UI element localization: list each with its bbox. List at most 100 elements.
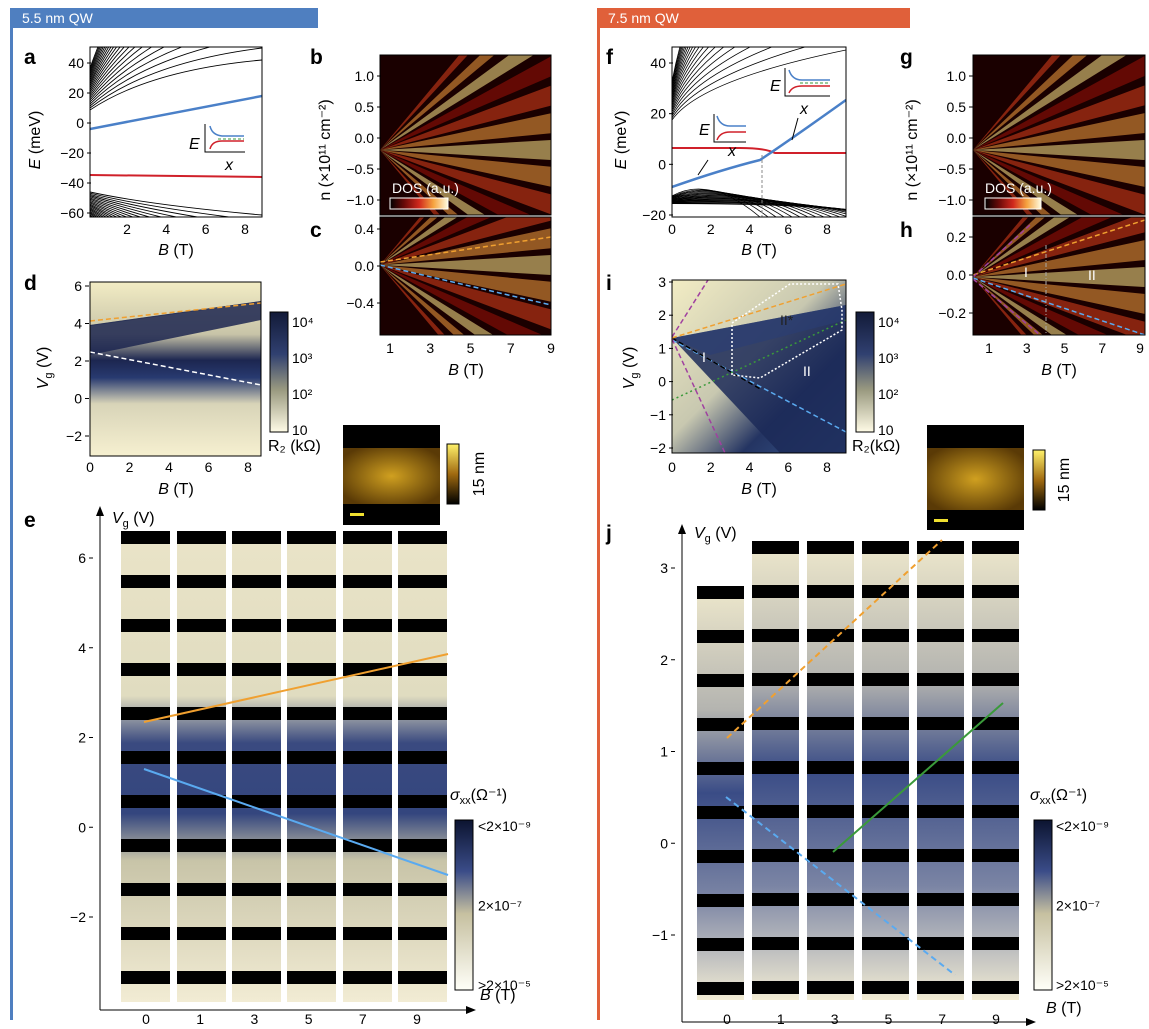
a-x-tick-label: 8 — [241, 221, 249, 237]
strip-j-gap — [752, 981, 799, 994]
afm-colorbar-right — [1032, 449, 1046, 511]
blue-band-f — [672, 98, 846, 189]
e-x-tick-label: 5 — [305, 1011, 313, 1027]
strip-e-gap — [398, 707, 447, 720]
strip-j-gap — [917, 585, 964, 598]
landau-level-a — [90, 195, 179, 217]
b-y-tick-label: −1.0 — [346, 192, 374, 208]
strip-e-gap — [398, 927, 447, 940]
dos-h-fan-ray — [973, 217, 1070, 277]
strip-j-gap — [697, 850, 744, 863]
landau-fan-f — [672, 47, 846, 217]
xticks-h: 1 3 5 7 9 — [985, 340, 1144, 356]
strip-j-gap — [752, 805, 799, 818]
landau-level-f — [672, 47, 704, 105]
dos-b-fan-ray — [380, 150, 531, 215]
strip-e-gap — [398, 663, 447, 676]
axes-frame-f — [671, 46, 847, 218]
strip-e-gap — [343, 795, 392, 808]
landau-level-f — [672, 47, 807, 119]
xlabel-a: B (T) — [158, 242, 194, 259]
dos-h-fan-ray — [973, 217, 1046, 277]
d-x-tick-label: 8 — [244, 459, 252, 475]
g-y-tick-label: 0.5 — [947, 99, 967, 115]
strip-e-gap — [287, 971, 336, 984]
b-axis-label-e: B (T) — [480, 987, 516, 1004]
strip-j-gap — [807, 585, 854, 598]
h-y-tick-label: 0.2 — [947, 229, 967, 245]
xticks-f: 0 2 4 6 8 — [668, 221, 831, 237]
white-guide-d — [89, 351, 262, 386]
landau-level-f — [672, 47, 700, 103]
landau-level-f — [672, 47, 691, 97]
panel-c: c 0.4 0.0 −0.4 1 3 5 7 9 B (T) — [310, 216, 555, 379]
e-y-tick-label: −2 — [70, 909, 86, 925]
dos-g-fan-ray — [973, 55, 1145, 151]
strip-j-gap — [972, 585, 1019, 598]
v-axis-label-e: Vg (V) — [112, 510, 155, 530]
strip-e-gap — [121, 531, 170, 544]
d-cbar-tick-label: 10³ — [292, 350, 313, 366]
yticks-h: 0.2 0.0 −0.2 — [938, 229, 973, 321]
dos-g-fan-ray — [973, 55, 1088, 150]
h-x-tick-label: 5 — [1061, 340, 1069, 356]
blue-guide-e — [143, 768, 449, 876]
e-cbar-tick-label: <2×10⁻⁹ — [478, 818, 531, 834]
strip-j-gap — [807, 717, 854, 730]
orange-guide-c — [379, 236, 552, 263]
d-x-tick-label: 6 — [205, 459, 213, 475]
landau-level-f — [672, 202, 846, 210]
strip-e-gap — [398, 619, 447, 632]
landau-level-f — [672, 47, 710, 107]
e-y-tick-label: 4 — [78, 640, 86, 656]
landau-level-f — [672, 202, 846, 210]
strip-e-gap — [177, 575, 226, 588]
dos-b-fan-ray — [380, 55, 534, 150]
conductance-colorbar-j — [1033, 819, 1053, 991]
h-y-tick-label: −0.2 — [938, 305, 966, 321]
strip-j-gap — [752, 937, 799, 950]
panel-label-g: g — [900, 46, 913, 69]
panel-label-h: h — [900, 219, 913, 242]
left-header-bar — [10, 8, 318, 28]
d-y-tick-label: 6 — [74, 278, 82, 294]
colorbar-label-i: R₂(kΩ) — [852, 438, 900, 455]
h-x-tick-label: 3 — [1023, 340, 1031, 356]
j-cbar-tick-label: <2×10⁻⁹ — [1056, 818, 1109, 834]
g-y-tick-label: 1.0 — [947, 68, 967, 84]
i-x-tick-label: 0 — [668, 459, 676, 475]
j-cbar-tick-label: >2×10⁻⁵ — [1056, 977, 1109, 993]
red-band-a — [90, 174, 262, 178]
panel-label-e: e — [24, 509, 36, 532]
strip-j-gap — [862, 541, 909, 554]
region-label-i-3: II* — [780, 312, 794, 328]
strip-j-gap — [807, 849, 854, 862]
c-x-tick-label: 1 — [386, 340, 394, 356]
landau-level-f — [672, 47, 725, 111]
axes-frame-a — [89, 46, 263, 218]
d-x-tick-label: 4 — [165, 459, 173, 475]
strip-e-column — [287, 531, 336, 1002]
dos-g-fan-ray — [973, 55, 1127, 150]
e-y-tick-label: 2 — [78, 730, 86, 746]
strip-j-gap — [972, 937, 1019, 950]
xlabel-f: B (T) — [741, 242, 777, 259]
b-axis-label-j: B (T) — [1046, 1000, 1082, 1017]
strip-j-gap — [972, 849, 1019, 862]
strip-e-gap — [121, 927, 170, 940]
dos-h-fan-ray — [973, 217, 1029, 277]
strip-j-gap — [752, 761, 799, 774]
blue-band-a — [90, 94, 262, 131]
c-y-tick-label: 0.4 — [355, 221, 375, 237]
strip-j-gap — [972, 981, 1019, 994]
strip-j-gap — [697, 630, 744, 643]
d-cbar-tick-label: 10² — [292, 386, 313, 402]
j-x-tick-label: 1 — [777, 1011, 785, 1027]
strip-j-gap — [752, 893, 799, 906]
strip-e-gap — [177, 883, 226, 896]
conductance-strips-j — [697, 541, 1019, 1000]
b-y-tick-label: 1.0 — [355, 68, 375, 84]
d-y-tick-label: −2 — [66, 428, 82, 444]
landau-level-f — [672, 47, 736, 113]
